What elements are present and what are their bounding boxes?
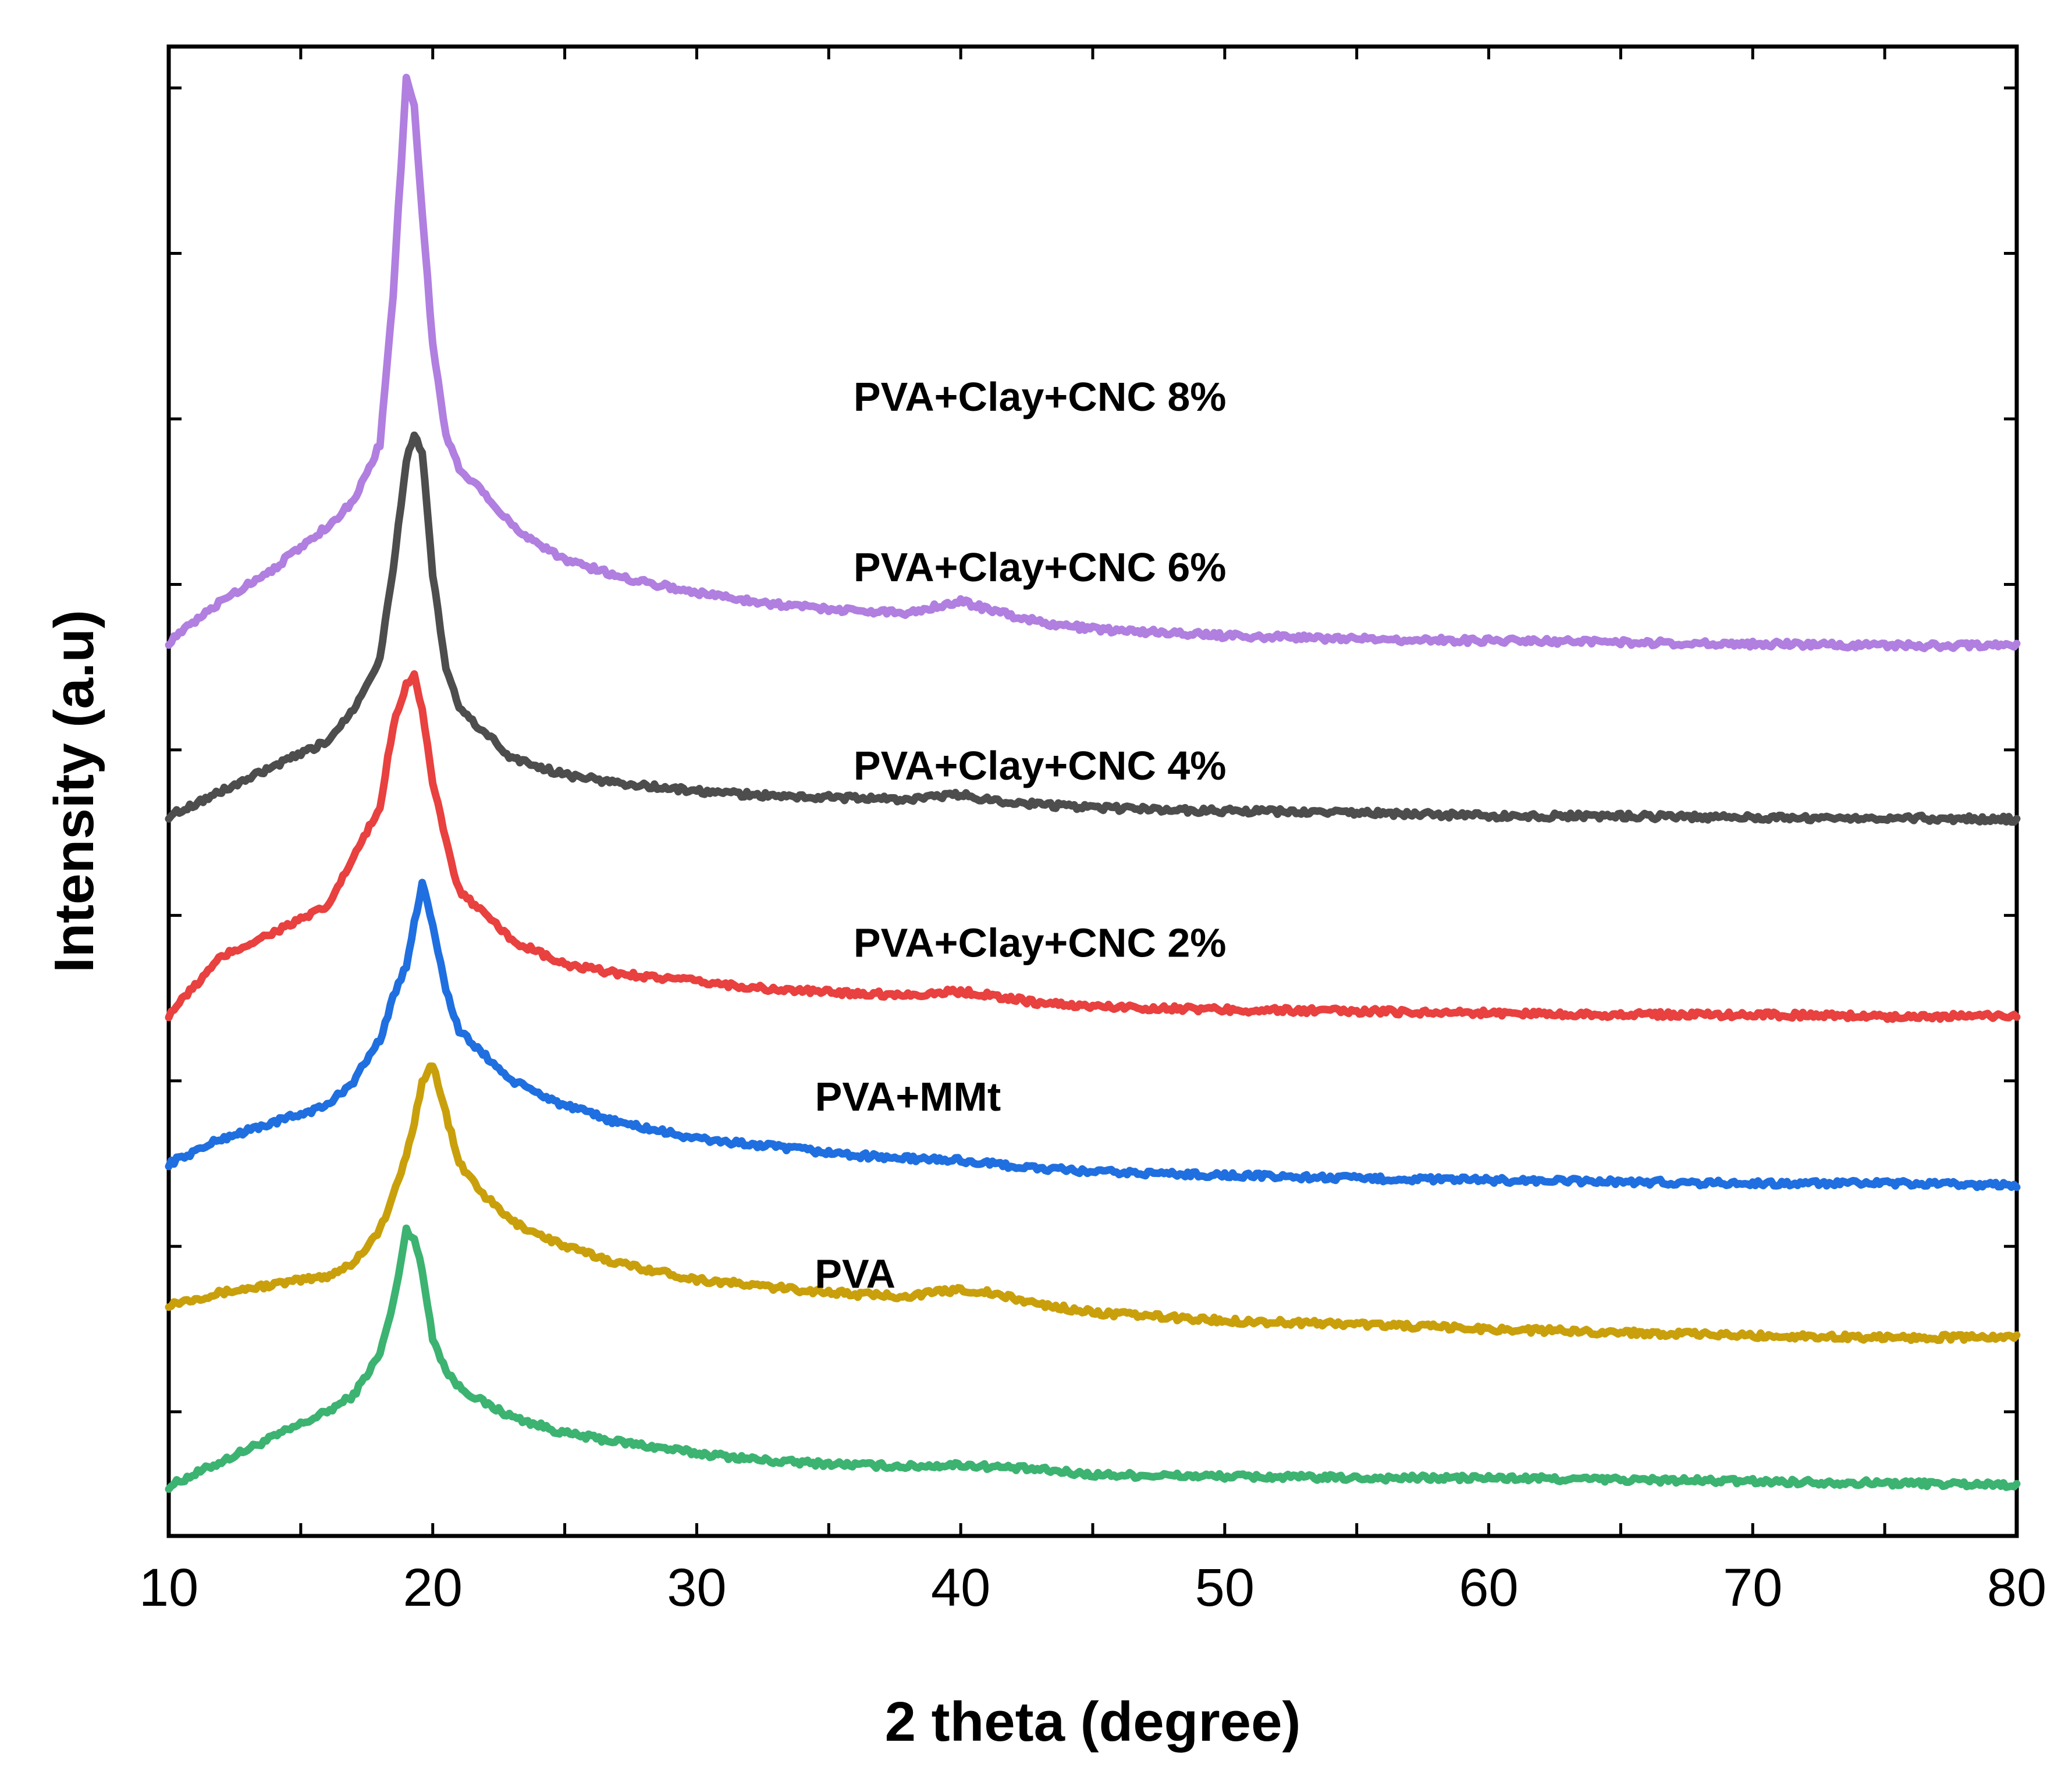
series-label: PVA+Clay+CNC 8%	[854, 374, 1227, 419]
series-label: PVA	[815, 1251, 895, 1296]
x-tick-label: 20	[403, 1558, 463, 1617]
series-label: PVA+Clay+CNC 4%	[854, 743, 1227, 788]
series-label: PVA+Clay+CNC 2%	[854, 920, 1227, 965]
series-line-pva	[165, 1224, 2021, 1493]
x-tick-label: 50	[1195, 1558, 1254, 1617]
x-tick-label: 60	[1459, 1558, 1518, 1617]
series-label: PVA+MMt	[815, 1074, 1001, 1119]
series-label: PVA+Clay+CNC 6%	[854, 545, 1227, 590]
y-axis-title: Intensity (a.u)	[43, 610, 105, 973]
series-traces	[165, 73, 2021, 1493]
x-tick-label: 30	[667, 1558, 726, 1617]
series-line-pva-clay-cnc-8	[165, 73, 2021, 652]
x-tick-labels: 10 20 30 40 50 60 70 80	[139, 1558, 2046, 1617]
x-axis-title: 2 theta (degree)	[885, 1691, 1301, 1753]
x-tick-label: 80	[1987, 1558, 2046, 1617]
series-line-pva-clay-cnc-2	[165, 879, 2021, 1192]
x-tick-label: 40	[931, 1558, 990, 1617]
series-labels: PVA+Clay+CNC 8% PVA+Clay+CNC 6% PVA+Clay+C…	[815, 374, 1226, 1297]
series-line-pva-clay-cnc-4	[165, 670, 2021, 1023]
series-line-pva-clay-cnc-6	[165, 431, 2021, 826]
series-line-pva-mmt	[165, 1062, 2021, 1345]
x-tick-label: 70	[1723, 1558, 1782, 1617]
axis-ticks	[167, 47, 2018, 1536]
x-tick-label: 10	[139, 1558, 198, 1617]
